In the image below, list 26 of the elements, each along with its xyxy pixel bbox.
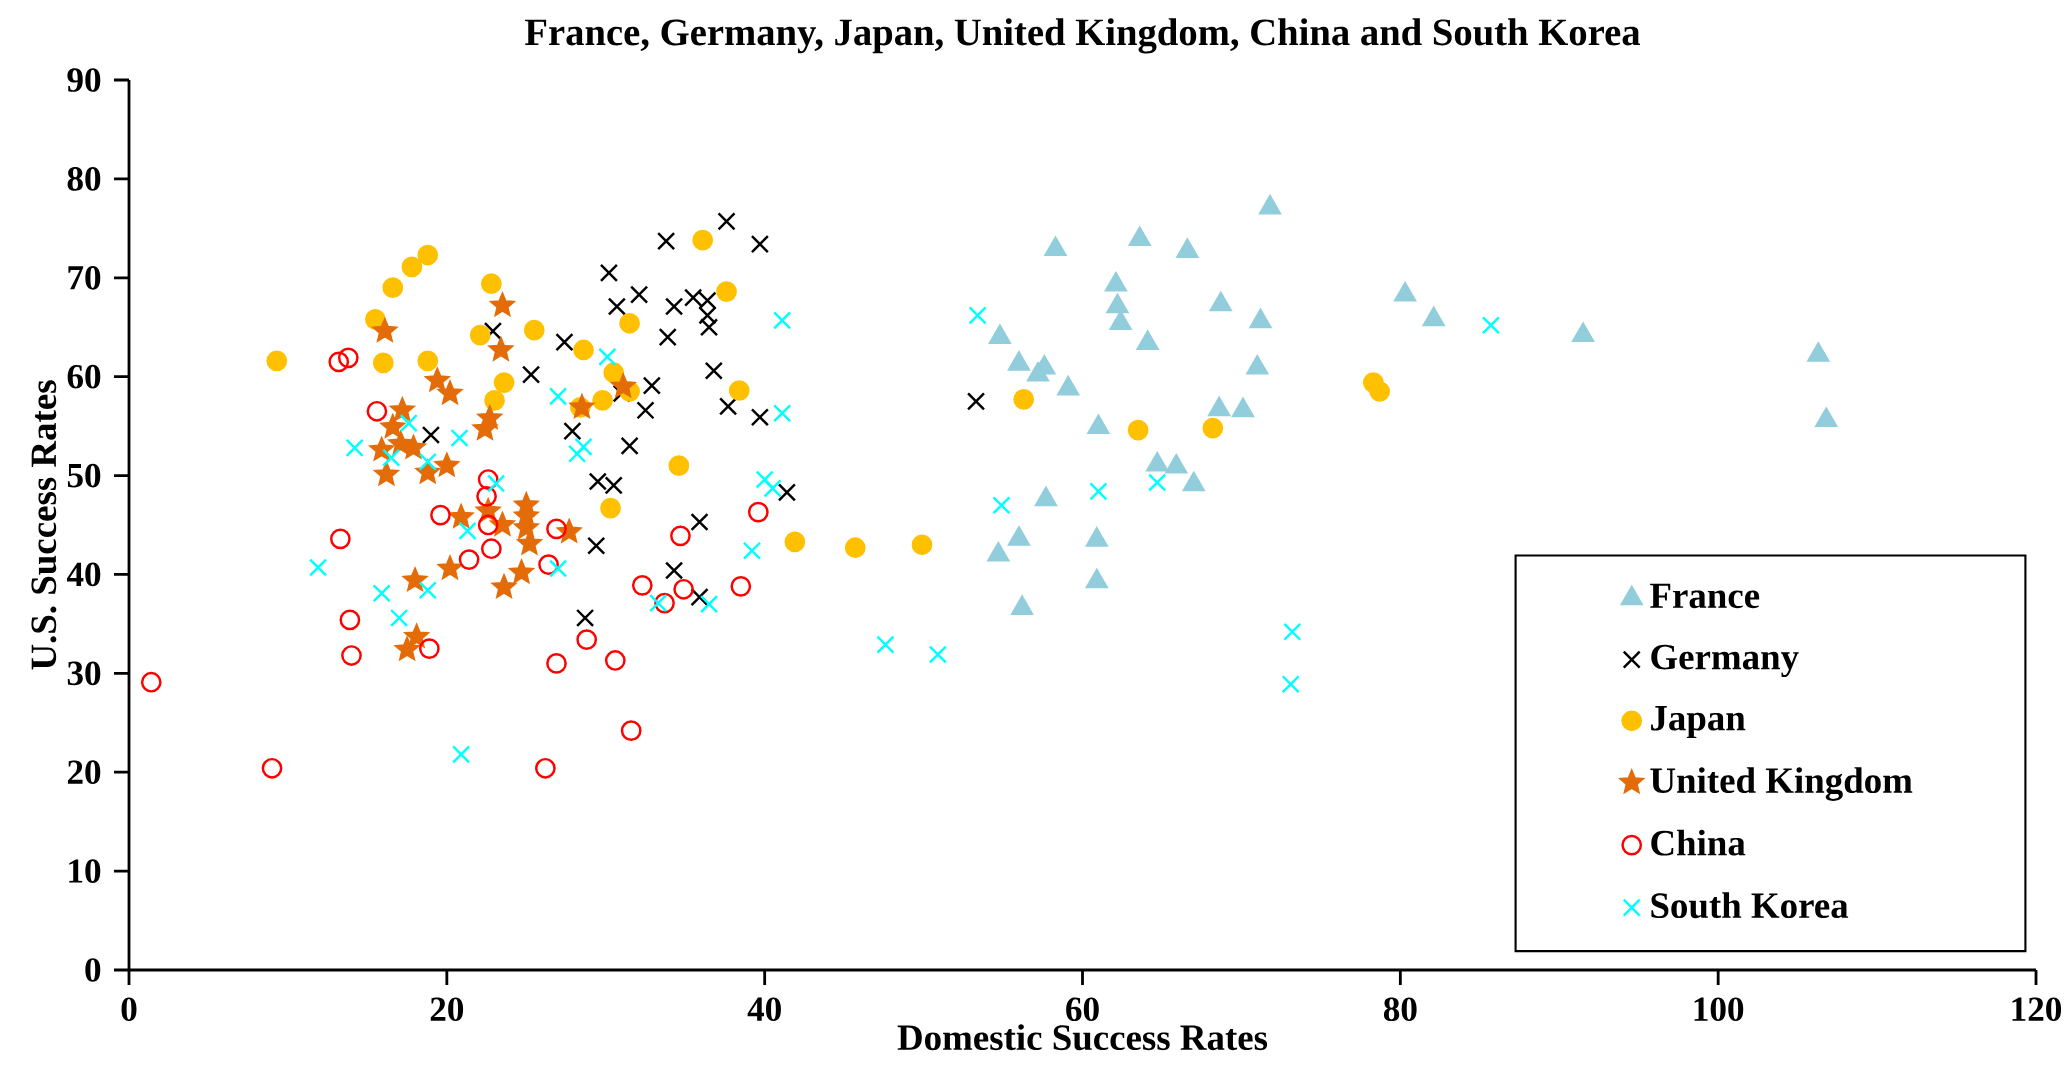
legend-label: Japan (1651, 706, 1746, 739)
x-tick-label: 20 (430, 997, 464, 1022)
y-axis-title: U.S. Success Rates (31, 380, 57, 670)
y-tick-label: 20 (67, 760, 101, 785)
y-tick-label: 90 (67, 68, 101, 92)
legend-label: China (1651, 829, 1746, 856)
legend-label: Germany (1651, 644, 1799, 678)
x-tick-label: 120 (2012, 997, 2062, 1022)
y-tick-label: 0 (85, 958, 101, 982)
y-tick-label: 50 (67, 463, 101, 488)
legend-label: United Kingdom (1650, 767, 1913, 801)
y-tick-label: 70 (68, 265, 101, 290)
y-tick-label: 30 (67, 661, 101, 686)
x-tick-label: 80 (1383, 997, 1417, 1022)
legend-label: South Korea (1651, 892, 1849, 919)
x-tick-label: 0 (121, 997, 137, 1022)
x-axis-title: Domestic Success Rates (897, 1024, 1268, 1051)
y-tick-label: 80 (67, 167, 101, 191)
x-tick-label: 100 (1694, 997, 1744, 1022)
x-tick-label: 40 (747, 997, 781, 1022)
chart-title: France, Germany, Japan, United Kingdom, China and South Korea (525, 18, 1641, 54)
y-tick-label: 10 (69, 859, 101, 883)
y-tick-label: 40 (66, 562, 101, 587)
y-tick-label: 60 (67, 364, 101, 389)
legend-label: France (1650, 583, 1760, 609)
x-tick-label: 60 (1066, 997, 1099, 1022)
